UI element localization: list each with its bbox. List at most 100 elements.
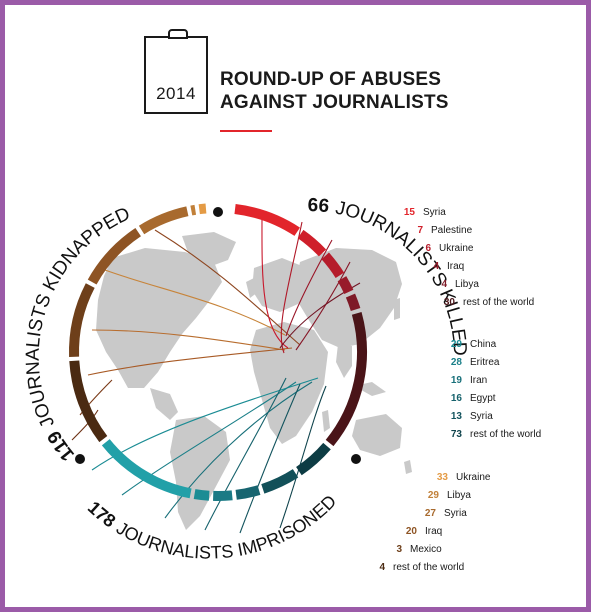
country-name: Iraq xyxy=(425,526,443,537)
country-name: Mexico xyxy=(410,544,442,555)
connector-killed-palestine xyxy=(280,221,303,354)
killed-arc-segment-4 xyxy=(337,276,354,295)
country-name: Ukraine xyxy=(456,472,491,483)
connector-killed-ukraine xyxy=(285,239,333,337)
imprisoned-row: 19 Iran xyxy=(442,375,487,386)
count-value: 28 xyxy=(450,357,462,368)
count-value: 3 xyxy=(396,544,402,555)
connector-imprisoned-iran xyxy=(164,381,313,519)
killed-row: 4 Iraq xyxy=(419,261,464,272)
count-value: 4 xyxy=(441,279,447,290)
killed-row: 6 Ukraine xyxy=(411,243,473,254)
killed-arc-segment-2 xyxy=(297,229,327,257)
kidnapped-arc-segment-1 xyxy=(69,360,108,443)
count-value: 6 xyxy=(425,243,431,254)
country-name: Ukraine xyxy=(439,243,474,254)
country-name: Libya xyxy=(455,279,479,290)
imprisoned-arc-segment-2 xyxy=(261,469,299,494)
count-value: 19 xyxy=(450,375,462,386)
map-greenland xyxy=(182,232,236,268)
imprisoned-row: 16 Egypt xyxy=(442,393,496,404)
map-madagascar xyxy=(322,410,330,432)
imprisoned-row: 73 rest of the world xyxy=(442,429,541,440)
imprisoned-row: 28 Eritrea xyxy=(442,357,500,368)
map-north-america xyxy=(96,248,222,388)
imprisoned-arc-label: 178JOURNALISTS IMPRISONED xyxy=(84,491,340,563)
count-value: 27 xyxy=(424,508,436,519)
country-name: Iraq xyxy=(447,261,465,272)
country-name: Iran xyxy=(470,375,488,386)
header: 2014 ROUND-UP OF ABUSES AGAINST JOURNALI… xyxy=(140,26,500,136)
count-value: 20 xyxy=(405,526,417,537)
imprisoned-label: JOURNALISTS IMPRISONED xyxy=(113,491,340,563)
kidnapped-row: 27 Syria xyxy=(416,508,467,519)
map-africa xyxy=(250,322,328,444)
imprisoned-arc-segment-6 xyxy=(101,439,192,499)
imprisoned-count: 178 xyxy=(84,497,119,531)
connector-killed-syria xyxy=(261,214,289,349)
count-value: 16 xyxy=(450,393,462,404)
killed-count: 66 xyxy=(307,195,330,217)
killed-row: 15 Syria xyxy=(395,207,446,218)
map-europe xyxy=(252,258,308,312)
imprisoned-arc-segment-3 xyxy=(235,485,261,500)
kidnapped-arc-segment-2 xyxy=(69,283,95,358)
connector-imprisoned-eritrea xyxy=(121,381,297,496)
killed-arc-segment-6 xyxy=(325,312,367,447)
title-underline xyxy=(220,130,272,132)
imprisoned-row: 29 China xyxy=(442,339,496,350)
connector-imprisoned-rest xyxy=(279,385,327,529)
kidnapped-arc-segment-5 xyxy=(190,204,197,216)
count-value: 33 xyxy=(436,472,448,483)
killed-arc-segment-3 xyxy=(321,252,345,279)
count-value: 4 xyxy=(379,562,385,573)
connector-kidnapped-rest xyxy=(71,409,99,441)
country-name: Syria xyxy=(444,508,467,519)
country-name: Libya xyxy=(447,490,471,501)
imprisoned-arc-segment-4 xyxy=(213,490,233,501)
map-india xyxy=(336,344,352,378)
imprisoned-row: 13 Syria xyxy=(442,411,493,422)
country-name: Syria xyxy=(470,411,493,422)
kidnapped-row: 3 Mexico xyxy=(382,544,442,555)
clipboard-icon: 2014 xyxy=(144,29,208,114)
kidnapped-row: 4 rest of the world xyxy=(365,562,464,573)
title-line-2: AGAINST JOURNALISTS xyxy=(220,92,449,113)
connector-imprisoned-egypt xyxy=(204,377,287,531)
killed-row: 7 Palestine xyxy=(403,225,472,236)
map-new-zealand xyxy=(404,460,412,474)
kidnapped-arc-segment-3 xyxy=(87,227,142,285)
count-value: 4 xyxy=(433,261,439,272)
map-south-america xyxy=(170,416,230,530)
count-value: 15 xyxy=(403,207,415,218)
country-name: China xyxy=(470,339,497,350)
country-name: rest of the world xyxy=(393,562,465,573)
map-japan xyxy=(394,298,400,320)
connector-kidnapped-iraq xyxy=(154,229,301,346)
connector-kidnapped-libya xyxy=(91,329,286,351)
kidnapped-count: 119 xyxy=(44,427,79,465)
imprisoned-arc-segment-1 xyxy=(295,442,331,476)
count-value: 7 xyxy=(417,225,423,236)
separator-dot-right xyxy=(351,454,361,464)
separator-dot-top xyxy=(213,207,223,217)
arc-ring xyxy=(69,203,367,501)
kidnapped-row: 33 Ukraine xyxy=(428,472,491,483)
country-name: rest of the world xyxy=(470,429,542,440)
country-name: rest of the world xyxy=(463,297,535,308)
separator-dot-left xyxy=(75,454,85,464)
kidnapped-arc-segment-4 xyxy=(138,206,189,235)
killed-arc-segment-1 xyxy=(234,204,300,236)
count-value: 30 xyxy=(443,297,455,308)
page-title: ROUND-UP OF ABUSES AGAINST JOURNALISTS xyxy=(220,68,500,114)
title-line-1: ROUND-UP OF ABUSES xyxy=(220,69,442,90)
map-australia xyxy=(352,414,402,456)
imprisoned-arc-segment-5 xyxy=(193,489,210,501)
country-name: Egypt xyxy=(470,393,496,404)
clipboard-clip xyxy=(168,29,188,39)
country-name: Syria xyxy=(423,207,446,218)
country-name: Eritrea xyxy=(470,357,500,368)
year-label: 2014 xyxy=(156,84,196,103)
killed-row: 4 Libya xyxy=(427,279,479,290)
